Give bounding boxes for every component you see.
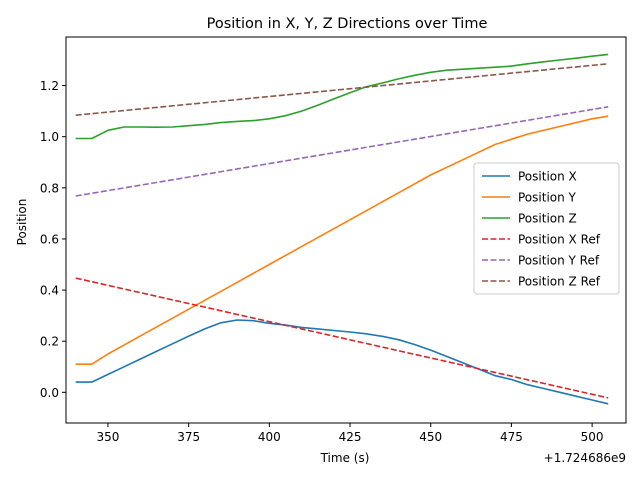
legend-entry-label: Position Z: [518, 212, 577, 226]
series-line-position-x: [75, 319, 609, 405]
x-tick-label: 475: [500, 430, 523, 444]
y-tick-label: 0.8: [40, 181, 59, 195]
y-axis-label: Position: [15, 199, 29, 246]
x-axis-offset-label: +1.724686e9: [544, 451, 626, 465]
y-tick-label: 1.2: [40, 79, 59, 93]
chart-title: Position in X, Y, Z Directions over Time: [207, 16, 488, 32]
y-tick-label: 0.2: [40, 335, 59, 349]
y-tick-label: 1.0: [40, 130, 59, 144]
x-tick-label: 425: [339, 430, 362, 444]
y-tick-label: 0.0: [40, 386, 59, 400]
legend-box: [473, 162, 620, 295]
y-tick-label: 0.4: [40, 284, 59, 298]
x-axis: 350 375 400 425 450 475 500: [97, 423, 604, 444]
legend-entry-label: Position X Ref: [518, 233, 601, 247]
series-line-position-z-ref: [75, 63, 609, 116]
x-tick-label: 350: [97, 430, 120, 444]
series-line-position-y-ref: [75, 106, 609, 197]
plot-area: [75, 53, 609, 405]
legend-entry-label: Position Y: [518, 191, 577, 205]
y-axis: 0.0 0.2 0.4 0.6 0.8 1.0 1.2: [40, 79, 66, 400]
series-line-position-z: [75, 53, 609, 140]
series-line-position-x-ref: [75, 277, 609, 399]
series-line-position-y: [75, 115, 609, 366]
legend: Position X Position Y Position Z Position X…: [473, 162, 620, 295]
x-tick-label: 400: [258, 430, 281, 444]
x-axis-label: Time (s): [320, 451, 370, 465]
legend-entry-label: Position Z Ref: [518, 275, 601, 289]
x-tick-label: 500: [581, 430, 604, 444]
plot-frame: [65, 36, 627, 424]
x-tick-label: 450: [419, 430, 442, 444]
legend-entry-label: Position X: [518, 170, 577, 184]
y-tick-label: 0.6: [40, 232, 59, 246]
x-tick-label: 375: [177, 430, 200, 444]
legend-entry-label: Position Y Ref: [518, 254, 600, 268]
